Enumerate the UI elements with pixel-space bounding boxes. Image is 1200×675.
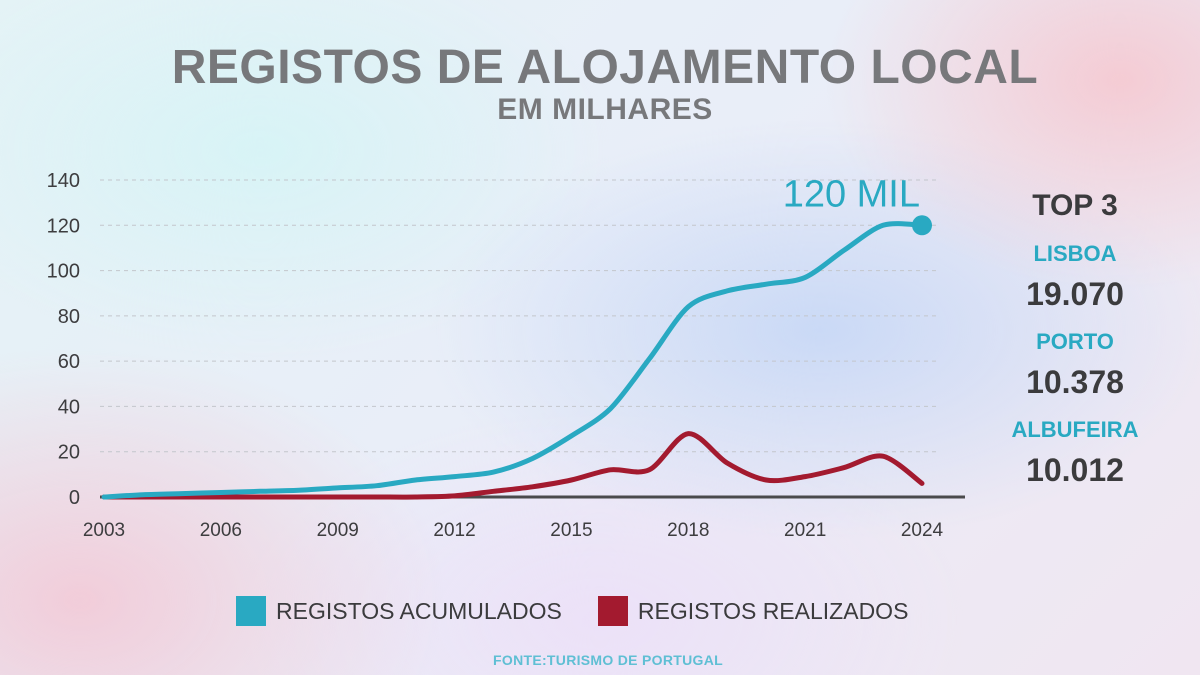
grid-lines [100, 179, 965, 499]
top3-panel: TOP 3 LISBOA 19.070 PORTO 10.378 ALBUFEI… [995, 186, 1155, 490]
y-tick-label: 20 [58, 442, 80, 464]
x-tick-label: 2021 [784, 520, 826, 541]
series-line-acumulados [101, 221, 925, 500]
legend-item-realizados: REGISTOS REALIZADOS [597, 596, 909, 626]
x-tick-label: 2018 [667, 520, 709, 541]
y-tick-label: 60 [58, 351, 80, 373]
y-tick-label: 100 [47, 261, 80, 283]
x-tick-label: 2012 [433, 520, 475, 541]
series-line-realizados [101, 431, 925, 500]
annotation-label: 120 MIL [783, 173, 920, 215]
top3-item-porto: PORTO 10.378 [995, 328, 1155, 402]
legend-swatch-realizados [597, 596, 628, 626]
top3-value: 10.378 [1026, 364, 1124, 400]
top3-item-albufeira: ALBUFEIRA 10.012 [995, 416, 1155, 490]
x-tick-label: 2015 [550, 520, 592, 541]
legend-label: REGISTOS REALIZADOS [637, 597, 909, 624]
top3-value: 19.070 [1026, 276, 1124, 312]
y-axis-ticks: 0 20 40 60 80 100 120 140 [47, 170, 80, 509]
legend-item-acumulados: REGISTOS ACUMULADOS [236, 596, 562, 626]
y-tick-label: 120 [47, 215, 80, 237]
top3-city: ALBUFEIRA [1011, 417, 1139, 442]
end-point-marker [912, 215, 932, 236]
x-tick-label: 2009 [317, 520, 359, 541]
x-axis-ticks: 2003 2006 2009 2012 2015 2018 2021 2024 [83, 520, 944, 541]
top3-value: 10.012 [1026, 452, 1124, 488]
annotations: 120 MIL [783, 173, 932, 236]
top3-title: TOP 3 [1032, 189, 1118, 222]
x-tick-label: 2024 [901, 520, 944, 541]
y-tick-label: 140 [47, 170, 80, 192]
x-tick-label: 2006 [200, 520, 242, 541]
x-tick-label: 2003 [83, 520, 125, 541]
top3-city: PORTO [1036, 329, 1114, 354]
top3-city: LISBOA [1033, 241, 1117, 266]
chart-title: REGISTOS DE ALOJAMENTO LOCAL [171, 41, 1039, 94]
series-lines [101, 221, 925, 500]
y-tick-label: 0 [69, 487, 80, 509]
legend-swatch-acumulados [236, 596, 266, 626]
top3-item-lisboa: LISBOA 19.070 [995, 240, 1155, 314]
chart-subtitle: EM MILHARES [497, 93, 713, 126]
legend-label: REGISTOS ACUMULADOS [276, 597, 562, 624]
y-tick-label: 40 [58, 396, 80, 418]
legend: REGISTOS ACUMULADOS REGISTOS REALIZADOS [236, 596, 944, 626]
source-note: FONTE:TURISMO DE PORTUGAL [493, 652, 723, 668]
y-tick-label: 80 [58, 306, 80, 328]
